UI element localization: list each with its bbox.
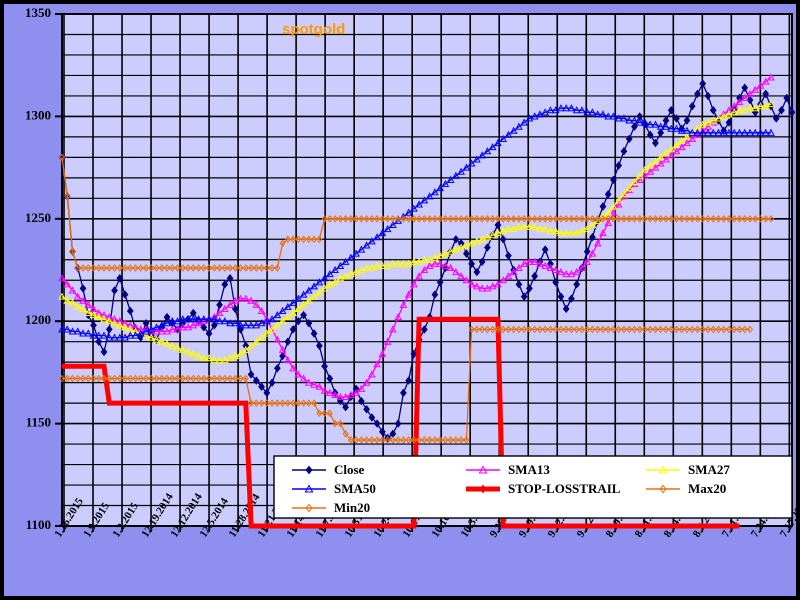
series-sma50 [58, 104, 775, 341]
plot-border [61, 13, 793, 527]
legend-item-min20[interactable]: Min20 [292, 500, 370, 515]
series-sma13 [58, 73, 775, 401]
legend-item-stop-losstrail[interactable]: STOP-LOSSTRAIL [466, 481, 621, 496]
legend-item-sma50[interactable]: SMA50 [292, 481, 376, 496]
legend-item-max20[interactable]: Max20 [646, 481, 726, 496]
legend-box [273, 455, 793, 519]
legend-item-close[interactable]: Close [292, 462, 365, 477]
series-sma27 [58, 100, 775, 364]
spotgold-chart[interactable]: 1100115012001250130013501.16.20151.9.201… [4, 4, 796, 596]
series-min20 [58, 325, 754, 444]
y-tick-label: 1300 [25, 107, 51, 122]
legend-item-sma13[interactable]: SMA13 [466, 462, 550, 477]
legend: Close SMA13 SMA27 SMA50 STOP-LOSSTRAIL Max20 M… [273, 455, 793, 519]
legend-label: Max20 [688, 481, 726, 496]
chart-title: spotgold [282, 21, 345, 38]
y-tick-label: 1100 [26, 517, 51, 532]
legend-label: Min20 [334, 500, 370, 515]
legend-label: SMA50 [334, 481, 376, 496]
series-max20 [58, 153, 775, 272]
legend-label: Close [334, 462, 365, 477]
legend-label: SMA13 [508, 462, 550, 477]
legend-label: STOP-LOSSTRAIL [508, 481, 621, 496]
y-axis: 1100 1150 1200 1250 1300 1350 [25, 5, 62, 532]
series-close [58, 79, 796, 443]
y-tick-label: 1200 [25, 312, 51, 327]
y-tick-label: 1150 [26, 415, 51, 430]
y-tick-label: 1350 [25, 5, 51, 20]
legend-label: SMA27 [688, 462, 730, 477]
legend-item-sma27[interactable]: SMA27 [646, 462, 730, 477]
series-stop-losstrail [62, 316, 740, 529]
y-tick-label: 1250 [25, 210, 51, 225]
